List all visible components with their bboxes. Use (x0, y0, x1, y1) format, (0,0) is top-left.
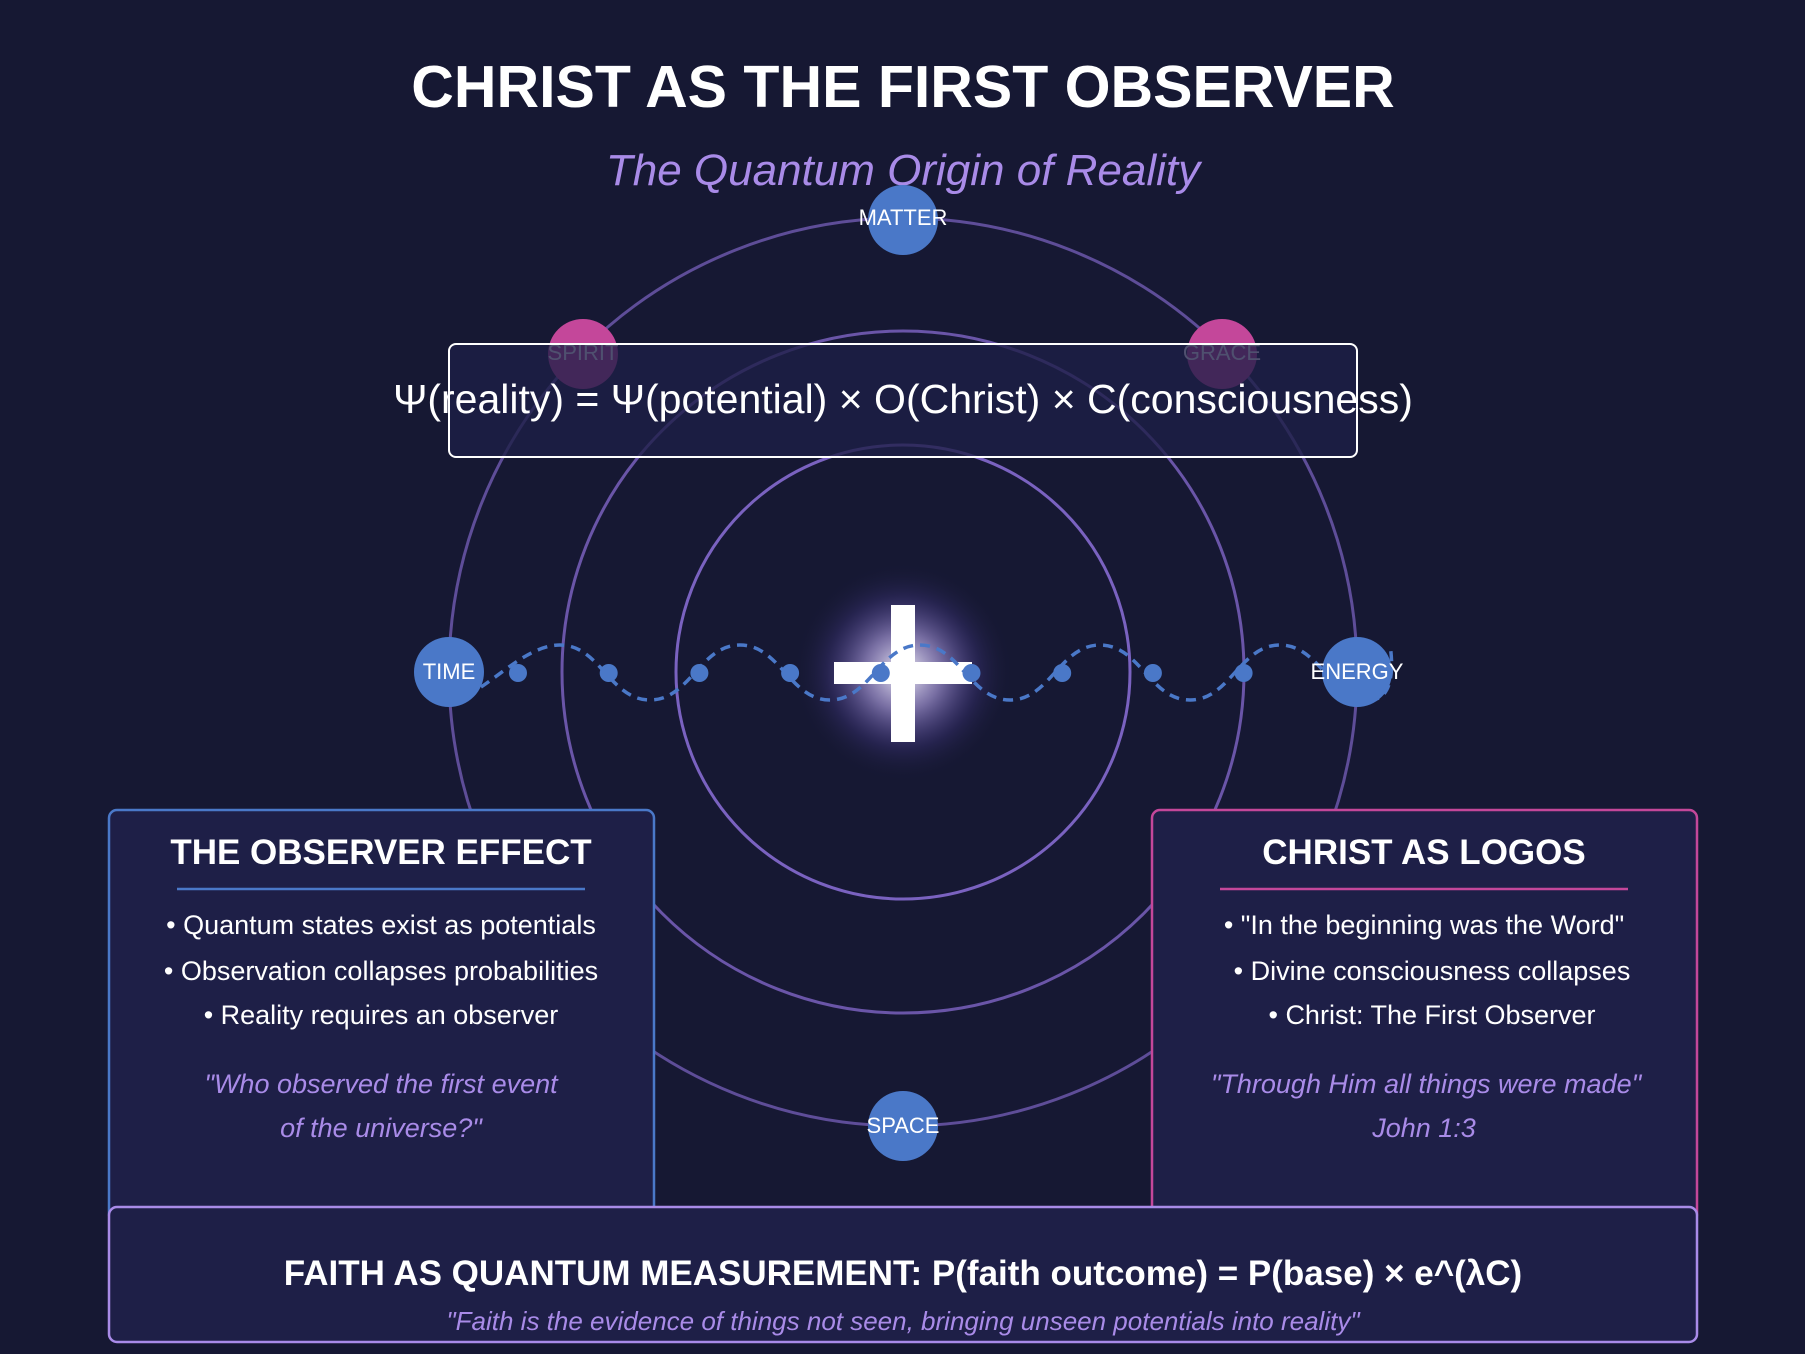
logos-quote-line-2: John 1:3 (1371, 1113, 1476, 1143)
wave-dot (871, 664, 890, 682)
observer-quote-line-2: of the universe?" (280, 1113, 483, 1143)
time-node (414, 637, 484, 707)
wave-dot (1053, 664, 1072, 682)
matter-node (868, 185, 938, 255)
faith-quote: "Faith is the evidence of things not see… (446, 1306, 1361, 1336)
space-node (868, 1091, 938, 1161)
logos-quote-line-1: "Through Him all things were made" (1211, 1069, 1643, 1099)
time-node-label: TIME (423, 659, 476, 684)
faith-heading: FAITH AS QUANTUM MEASUREMENT: P(faith ou… (284, 1254, 1522, 1293)
logos-bullet-1: • "In the beginning was the Word" (1224, 910, 1624, 940)
logos-heading: CHRIST AS LOGOS (1262, 833, 1585, 872)
equation-box (448, 343, 1358, 458)
wave-dot (690, 664, 709, 682)
wave-dot (962, 664, 981, 682)
matter-node-label: MATTER (859, 205, 948, 230)
observer-bullet-2: • Observation collapses probabilities (164, 956, 598, 986)
wave-dot (509, 664, 527, 682)
wave-dot (1234, 664, 1253, 682)
faith-panel (107, 1205, 1699, 1344)
observer-quote-line-1: "Who observed the first event (204, 1069, 559, 1099)
wave-dot (1143, 664, 1162, 682)
wave-dot (781, 664, 800, 682)
energy-node-label: ENERGY (1311, 659, 1404, 684)
equation-text: Ψ(reality) = Ψ(potential) × O(Christ) × … (393, 376, 1413, 422)
observer-bullet-3: • Reality requires an observer (204, 1000, 559, 1030)
energy-node (1322, 637, 1392, 707)
logos-bullet-2: • Divine consciousness collapses (1234, 956, 1631, 986)
observer-effect-heading: THE OBSERVER EFFECT (170, 833, 591, 872)
space-node-label: SPACE (867, 1113, 940, 1138)
wave-dot (599, 664, 618, 682)
wave-dots (509, 664, 1253, 682)
page-title: CHRIST AS THE FIRST OBSERVER (411, 54, 1394, 120)
cross-icon-horizontal (834, 662, 972, 684)
logos-bullet-3: • Christ: The First Observer (1268, 1000, 1595, 1030)
observer-bullet-1: • Quantum states exist as potentials (166, 910, 596, 940)
